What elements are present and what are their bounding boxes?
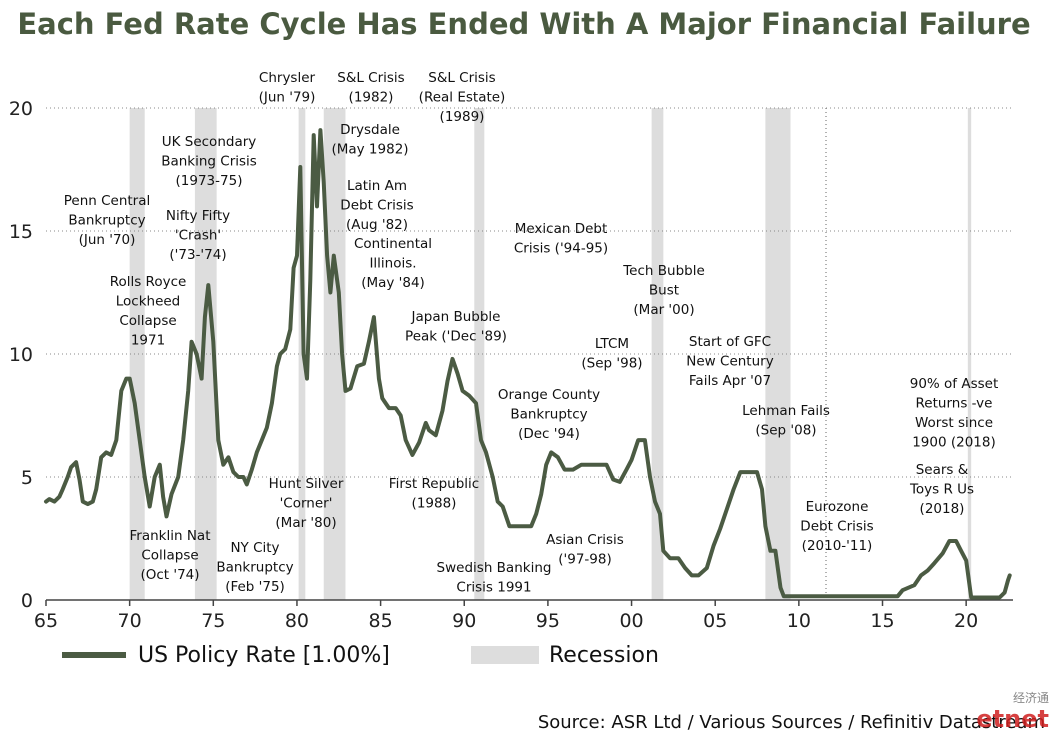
annotation-label: Eurozone Debt Crisis (2010-'11) bbox=[800, 499, 873, 554]
annotation-label: Drysdale (May 1982) bbox=[331, 122, 408, 158]
annotation-label: S&L Crisis (1982) bbox=[337, 70, 404, 106]
watermark-logo: etnet bbox=[976, 705, 1049, 733]
x-tick-label: 65 bbox=[34, 610, 58, 632]
legend-line-label: US Policy Rate [1.00%] bbox=[138, 643, 390, 668]
recession-band bbox=[474, 108, 485, 600]
recession-band bbox=[194, 108, 217, 600]
x-tick-label: 95 bbox=[536, 610, 560, 632]
annotation-label: NY City Bankruptcy (Feb '75) bbox=[216, 540, 293, 595]
x-axis: 65 70 75 80 85 90 95 00 05 10 15 20 bbox=[34, 600, 978, 632]
annotation-label: Japan Bubble Peak ('Dec '89) bbox=[405, 309, 507, 345]
y-tick-label: 10 bbox=[9, 344, 33, 366]
annotation-label: Rolls Royce Lockheed Collapse 1971 bbox=[110, 274, 187, 349]
annotation-label: Sears & Toys R Us (2018) bbox=[909, 462, 974, 517]
y-tick-label: 15 bbox=[9, 221, 33, 243]
x-tick-label: 70 bbox=[118, 610, 142, 632]
annotation-label: Hunt Silver 'Corner' (Mar '80) bbox=[269, 476, 344, 531]
x-tick-label: 90 bbox=[452, 610, 476, 632]
y-tick-label: 20 bbox=[9, 98, 33, 120]
annotation-label: Swedish Banking Crisis 1991 bbox=[437, 560, 552, 596]
x-tick-label: 05 bbox=[703, 610, 727, 632]
watermark: 经济通 etnet bbox=[976, 690, 1049, 733]
recession-band bbox=[651, 108, 664, 600]
annotation-label: Chrysler (Jun '79) bbox=[259, 70, 316, 106]
x-tick-label: 85 bbox=[369, 610, 393, 632]
recession-band bbox=[967, 108, 972, 600]
legend-recession-label: Recession bbox=[549, 643, 659, 668]
x-tick-label: 10 bbox=[787, 610, 811, 632]
annotation-label: Franklin Nat Collapse (Oct '74) bbox=[130, 528, 211, 583]
annotation-label: S&L Crisis (Real Estate) (1989) bbox=[419, 70, 506, 125]
chart-title: Each Fed Rate Cycle Has Ended With A Maj… bbox=[17, 7, 1030, 41]
watermark-top: 经济通 bbox=[1013, 690, 1049, 705]
x-tick-label: 15 bbox=[870, 610, 894, 632]
annotation-label: First Republic (1988) bbox=[389, 476, 479, 512]
annotation-label: UK Secondary Banking Crisis (1973-75) bbox=[161, 134, 257, 189]
annotation-label: Latin Am Debt Crisis (Aug '82) bbox=[340, 178, 413, 233]
policy-rate-line bbox=[44, 128, 1012, 600]
annotation-label: Penn Central Bankruptcy (Jun '70) bbox=[64, 193, 151, 248]
legend: US Policy Rate [1.00%] Recession bbox=[62, 643, 659, 668]
x-tick-label: 00 bbox=[619, 610, 643, 632]
annotation-label: LTCM (Sep '98) bbox=[581, 336, 642, 372]
x-tick-label: 80 bbox=[285, 610, 309, 632]
legend-recession-swatch bbox=[471, 646, 539, 664]
annotation-label: Nifty Fifty 'Crash' ('73-'74) bbox=[166, 208, 230, 263]
annotation-label: 90% of Asset Returns -ve Worst since 1900 (… bbox=[910, 376, 999, 451]
source-note: Source: ASR Ltd / Various Sources / Refi… bbox=[538, 712, 1045, 733]
x-tick-label: 75 bbox=[201, 610, 225, 632]
annotation-label: Asian Crisis ('97-98) bbox=[546, 532, 624, 568]
annotation-label: Start of GFC New Century Fails Apr '07 bbox=[686, 334, 773, 389]
annotation-label: Continental Illinois. (May '84) bbox=[354, 236, 432, 291]
y-tick-label: 0 bbox=[21, 590, 33, 612]
y-axis: 0 5 10 15 20 bbox=[9, 98, 33, 612]
annotation-label: Tech Bubble Bust (Mar '00) bbox=[622, 263, 705, 318]
recession-band bbox=[129, 108, 145, 600]
y-tick-label: 5 bbox=[21, 467, 33, 489]
annotation-label: Lehman Fails (Sep '08) bbox=[742, 403, 830, 439]
annotation-label: Mexican Debt Crisis ('94-95) bbox=[514, 221, 608, 257]
x-tick-label: 20 bbox=[954, 610, 978, 632]
annotation-label: Orange County Bankruptcy (Dec '94) bbox=[498, 387, 600, 442]
annotations: Chrysler (Jun '79) S&L Crisis (1982) S&L Cri… bbox=[64, 70, 999, 596]
